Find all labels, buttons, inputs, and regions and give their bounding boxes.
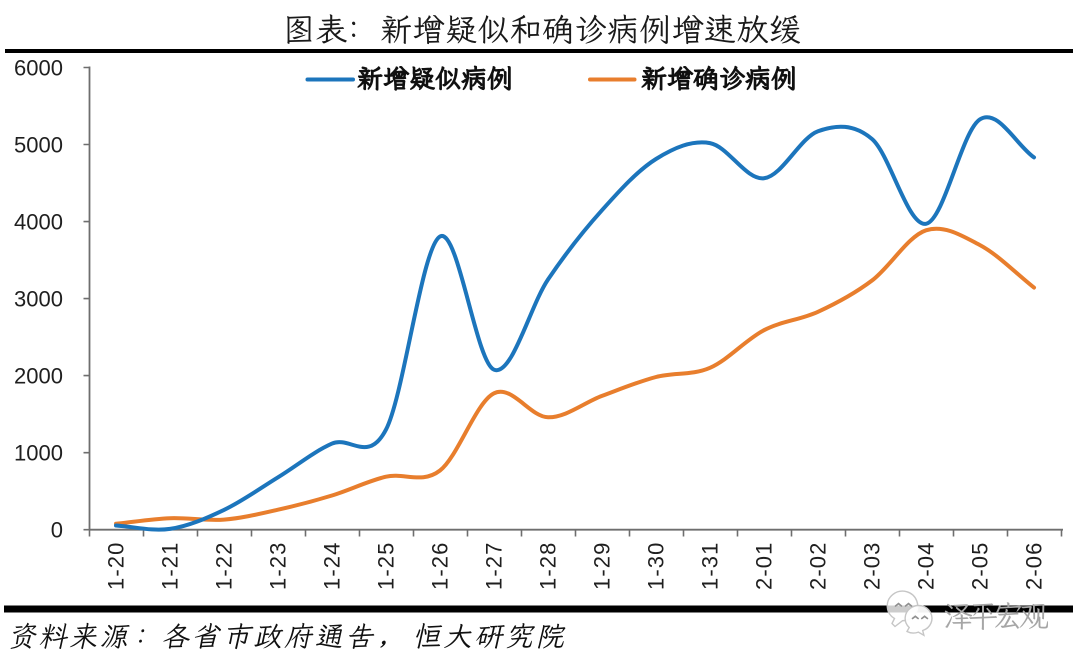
svg-text:2-01: 2-01: [752, 542, 777, 590]
svg-text:2-06: 2-06: [1022, 542, 1047, 590]
svg-text:2-04: 2-04: [914, 542, 939, 590]
svg-text:1-22: 1-22: [212, 542, 237, 590]
svg-text:1-26: 1-26: [428, 542, 453, 590]
svg-text:3000: 3000: [14, 286, 63, 311]
svg-text:1-31: 1-31: [698, 542, 723, 590]
svg-text:2-03: 2-03: [860, 542, 885, 590]
svg-text:1-23: 1-23: [266, 542, 291, 590]
svg-text:1-20: 1-20: [104, 542, 129, 590]
svg-text:6000: 6000: [14, 55, 63, 80]
svg-text:1000: 1000: [14, 441, 63, 466]
svg-text:1-24: 1-24: [320, 542, 345, 590]
svg-text:1-21: 1-21: [158, 542, 183, 590]
svg-text:0: 0: [51, 518, 63, 543]
svg-text:1-27: 1-27: [482, 542, 507, 590]
svg-text:1-29: 1-29: [590, 542, 615, 590]
svg-text:1-28: 1-28: [536, 542, 561, 590]
svg-text:5000: 5000: [14, 132, 63, 157]
svg-text:1-30: 1-30: [644, 542, 669, 590]
svg-text:2-02: 2-02: [806, 542, 831, 590]
svg-text:2-05: 2-05: [968, 542, 993, 590]
svg-text:1-25: 1-25: [374, 542, 399, 590]
svg-text:2000: 2000: [14, 363, 63, 388]
svg-text:4000: 4000: [14, 209, 63, 234]
